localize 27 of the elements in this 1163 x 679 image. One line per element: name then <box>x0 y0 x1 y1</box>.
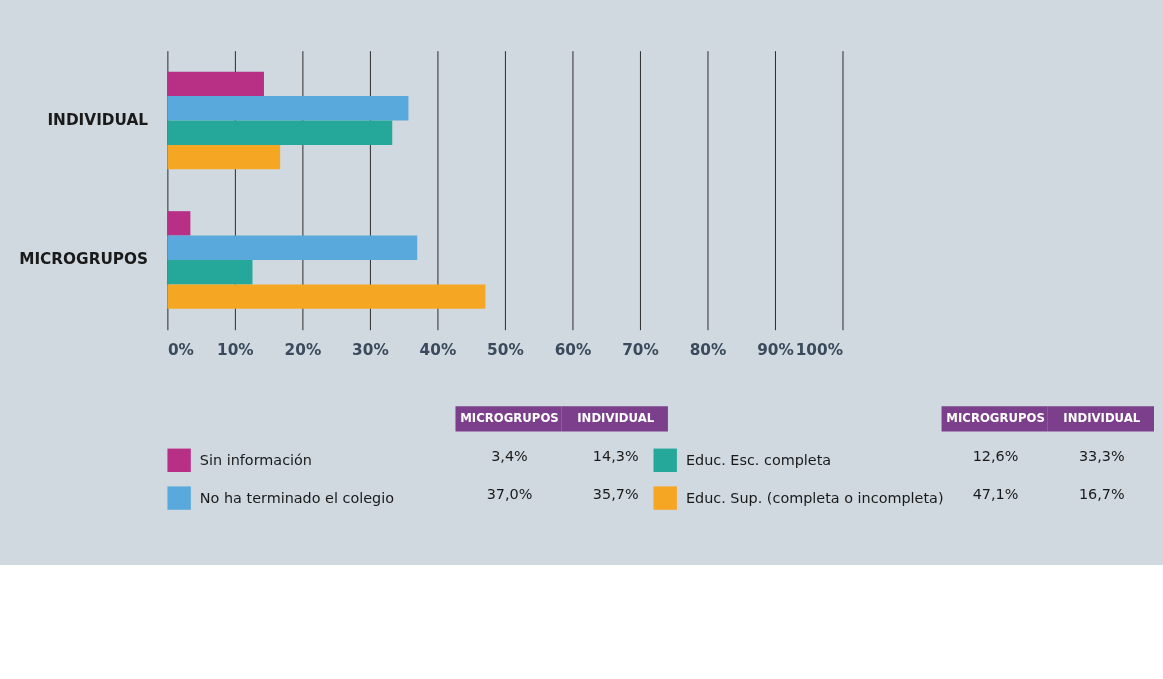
x-tick-label: 10% <box>217 340 254 359</box>
x-tick-label: 60% <box>554 340 592 359</box>
legend-label: Sin información <box>199 451 312 468</box>
text: 14,3% <box>592 448 639 465</box>
x-tick-label: 90% <box>757 340 794 359</box>
x-tick-label: 100% <box>795 340 843 359</box>
category-label: MICROGRUPOS <box>460 411 559 426</box>
text: 35,7% <box>592 485 639 502</box>
x-tick-label: 50% <box>487 340 524 359</box>
category-label: INDIVIDUAL <box>577 411 655 426</box>
x-tick-label: 0% <box>167 340 194 359</box>
legend-label: No ha terminado el colegio <box>199 489 395 506</box>
category-label: INDIVIDUAL <box>1063 411 1141 426</box>
x-tick-label: 70% <box>622 340 659 359</box>
text: 37,0% <box>486 485 533 502</box>
legend-label: Educ. Sup. (completa o incompleta) <box>685 489 944 506</box>
text: 47,1% <box>972 485 1019 502</box>
text: 3,4% <box>491 448 528 465</box>
text: 16,7% <box>1078 485 1125 502</box>
text: 12,6% <box>972 448 1019 465</box>
x-tick-label: 40% <box>419 340 457 359</box>
x-tick-label: 30% <box>352 340 389 359</box>
legend-label: Educ. Esc. completa <box>685 451 832 468</box>
text: 33,3% <box>1078 448 1125 465</box>
x-tick-label: 20% <box>284 340 322 359</box>
category-label: MICROGRUPOS <box>946 411 1045 426</box>
x-tick-label: 80% <box>689 340 727 359</box>
